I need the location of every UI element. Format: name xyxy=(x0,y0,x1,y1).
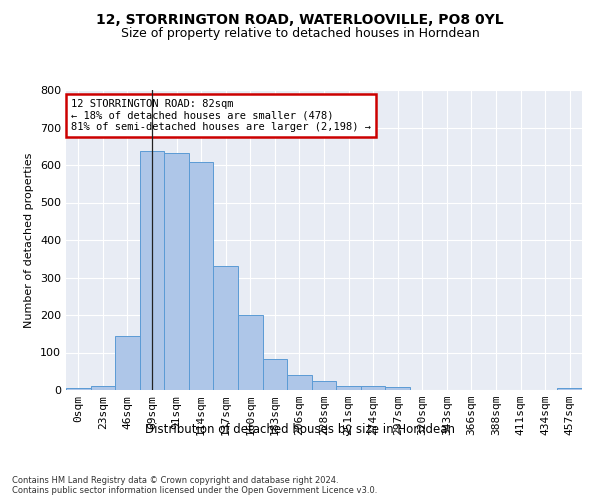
Y-axis label: Number of detached properties: Number of detached properties xyxy=(25,152,34,328)
Bar xyxy=(263,359,287,390)
Bar xyxy=(91,386,115,390)
Bar xyxy=(287,375,312,390)
Bar xyxy=(361,386,385,390)
Text: Distribution of detached houses by size in Horndean: Distribution of detached houses by size … xyxy=(145,422,455,436)
Bar xyxy=(164,154,189,390)
Bar xyxy=(66,388,91,390)
Bar xyxy=(238,315,263,390)
Bar xyxy=(336,386,361,390)
Text: 12 STORRINGTON ROAD: 82sqm
← 18% of detached houses are smaller (478)
81% of sem: 12 STORRINGTON ROAD: 82sqm ← 18% of deta… xyxy=(71,99,371,132)
Bar xyxy=(140,151,164,390)
Bar xyxy=(115,336,140,390)
Bar xyxy=(312,380,336,390)
Bar xyxy=(385,387,410,390)
Bar xyxy=(189,162,214,390)
Text: Contains HM Land Registry data © Crown copyright and database right 2024.
Contai: Contains HM Land Registry data © Crown c… xyxy=(12,476,377,495)
Bar xyxy=(214,266,238,390)
Text: Size of property relative to detached houses in Horndean: Size of property relative to detached ho… xyxy=(121,28,479,40)
Text: 12, STORRINGTON ROAD, WATERLOOVILLE, PO8 0YL: 12, STORRINGTON ROAD, WATERLOOVILLE, PO8… xyxy=(96,12,504,26)
Bar xyxy=(557,388,582,390)
